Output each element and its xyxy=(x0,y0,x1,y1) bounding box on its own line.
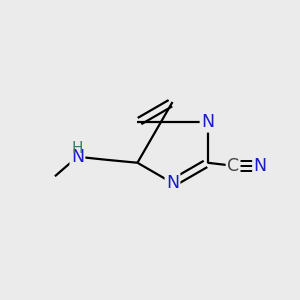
Text: N: N xyxy=(201,113,214,131)
Text: H: H xyxy=(71,141,82,156)
Text: C: C xyxy=(227,157,239,175)
Text: N: N xyxy=(71,148,84,166)
Text: N: N xyxy=(166,174,179,192)
Text: N: N xyxy=(254,157,267,175)
